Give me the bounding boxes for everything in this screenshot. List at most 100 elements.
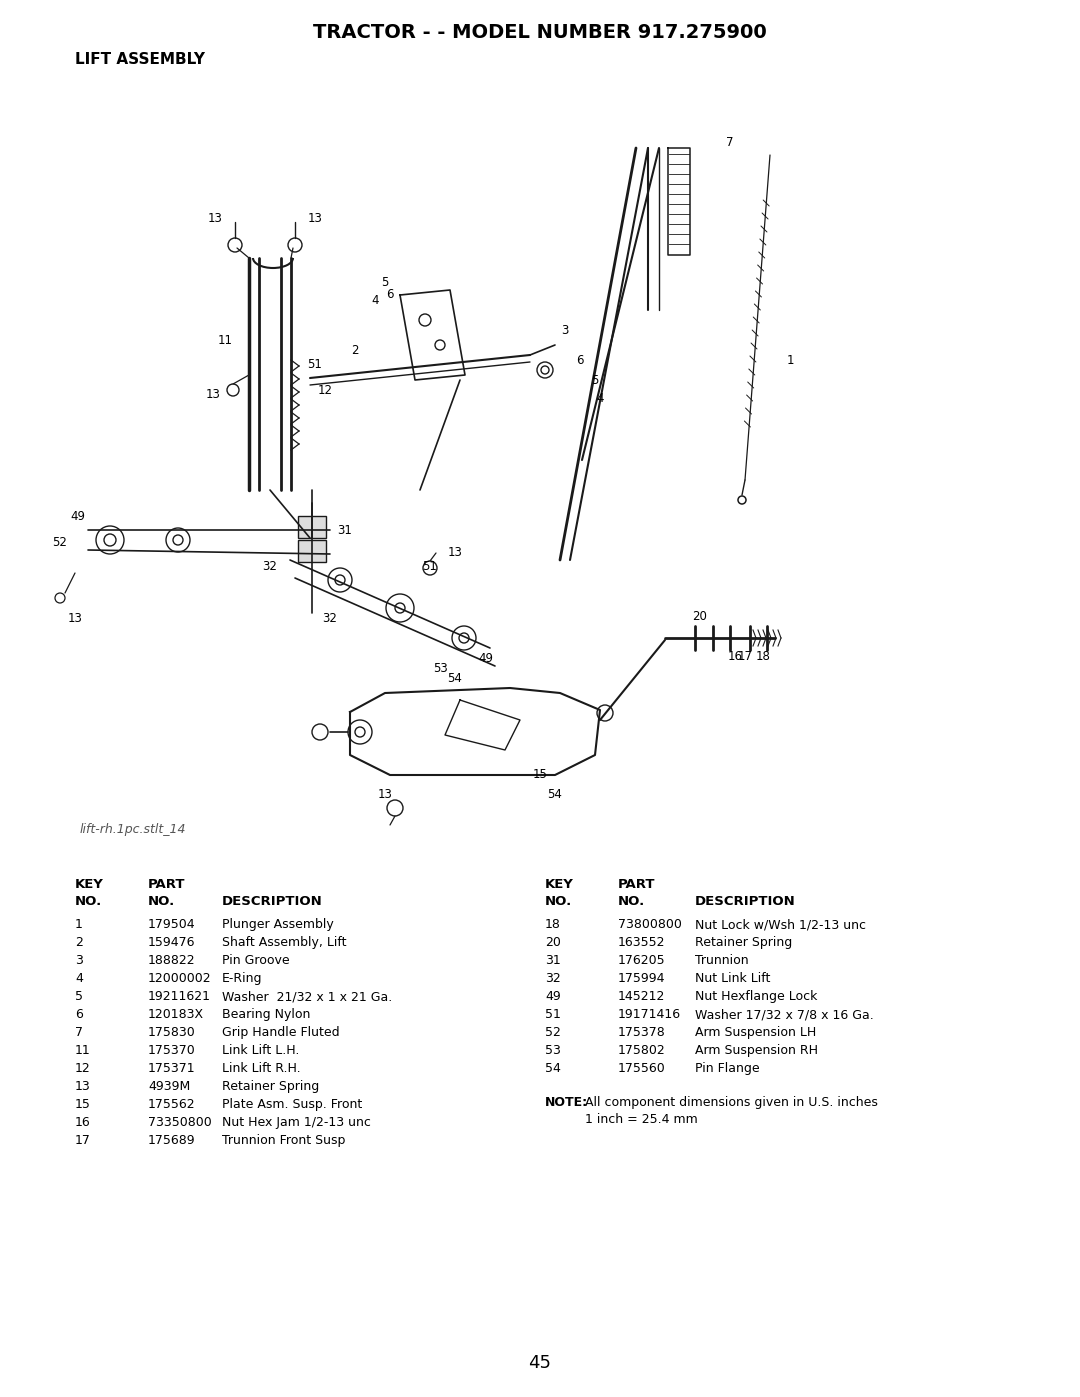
Text: 53: 53 [433, 662, 447, 675]
Text: 5: 5 [381, 275, 389, 289]
Text: Link Lift L.H.: Link Lift L.H. [222, 1044, 299, 1058]
Text: TRACTOR - - MODEL NUMBER 917.275900: TRACTOR - - MODEL NUMBER 917.275900 [313, 22, 767, 42]
Bar [298, 541, 326, 562]
Text: 16: 16 [75, 1116, 91, 1129]
Text: 13: 13 [447, 545, 462, 559]
Text: Link Lift R.H.: Link Lift R.H. [222, 1062, 300, 1076]
Text: NO.: NO. [148, 895, 175, 908]
Text: 11: 11 [75, 1044, 91, 1058]
Text: 3: 3 [75, 954, 83, 967]
Text: 32: 32 [323, 612, 337, 624]
Text: 16: 16 [728, 650, 743, 662]
Text: 175562: 175562 [148, 1098, 195, 1111]
Text: 12: 12 [318, 384, 333, 397]
Text: 2: 2 [351, 344, 359, 356]
Text: Plate Asm. Susp. Front: Plate Asm. Susp. Front [222, 1098, 362, 1111]
Text: Arm Suspension LH: Arm Suspension LH [696, 1025, 816, 1039]
Text: 5: 5 [592, 373, 598, 387]
Text: 4: 4 [596, 391, 604, 405]
Text: 12: 12 [75, 1062, 91, 1076]
Text: 4939M: 4939M [148, 1080, 190, 1092]
Text: Plunger Assembly: Plunger Assembly [222, 918, 334, 930]
Text: 15: 15 [532, 768, 548, 781]
Text: 1 inch = 25.4 mm: 1 inch = 25.4 mm [585, 1113, 698, 1126]
Text: 120183X: 120183X [148, 1009, 204, 1021]
Text: 19171416: 19171416 [618, 1009, 681, 1021]
Text: DESCRIPTION: DESCRIPTION [222, 895, 323, 908]
Text: 179504: 179504 [148, 918, 195, 930]
Text: Nut Hexflange Lock: Nut Hexflange Lock [696, 990, 818, 1003]
Text: 73350800: 73350800 [148, 1116, 212, 1129]
Text: 54: 54 [548, 788, 563, 802]
Text: 51: 51 [545, 1009, 561, 1021]
Text: 175830: 175830 [148, 1025, 195, 1039]
Text: 12000002: 12000002 [148, 972, 212, 985]
Text: 51: 51 [308, 359, 323, 372]
Text: 175994: 175994 [618, 972, 665, 985]
Text: 49: 49 [545, 990, 561, 1003]
Text: 31: 31 [338, 524, 352, 536]
Text: 175689: 175689 [148, 1134, 195, 1147]
Text: 175802: 175802 [618, 1044, 665, 1058]
Text: 17: 17 [75, 1134, 91, 1147]
Text: 13: 13 [207, 211, 222, 225]
Text: DESCRIPTION: DESCRIPTION [696, 895, 796, 908]
Text: Bearing Nylon: Bearing Nylon [222, 1009, 310, 1021]
Text: E-Ring: E-Ring [222, 972, 262, 985]
Text: 52: 52 [545, 1025, 561, 1039]
Text: PART: PART [618, 877, 656, 891]
Text: 6: 6 [387, 289, 394, 302]
Text: 159476: 159476 [148, 936, 195, 949]
Text: Nut Hex Jam 1/2-13 unc: Nut Hex Jam 1/2-13 unc [222, 1116, 370, 1129]
Text: 145212: 145212 [618, 990, 665, 1003]
Text: 7: 7 [75, 1025, 83, 1039]
Text: 175378: 175378 [618, 1025, 665, 1039]
Text: 45: 45 [528, 1354, 552, 1372]
Text: KEY: KEY [545, 877, 573, 891]
Text: 163552: 163552 [618, 936, 665, 949]
Text: KEY: KEY [75, 877, 104, 891]
Text: 175560: 175560 [618, 1062, 665, 1076]
Text: 188822: 188822 [148, 954, 195, 967]
Text: 13: 13 [205, 388, 220, 401]
Text: 18: 18 [756, 650, 770, 662]
Text: 11: 11 [217, 334, 232, 346]
Text: 73800800: 73800800 [618, 918, 681, 930]
Text: Retainer Spring: Retainer Spring [696, 936, 793, 949]
Text: 54: 54 [447, 672, 462, 685]
Text: Nut Link Lift: Nut Link Lift [696, 972, 770, 985]
Text: 13: 13 [68, 612, 82, 624]
Text: NO.: NO. [75, 895, 103, 908]
Text: 15: 15 [75, 1098, 91, 1111]
Text: 4: 4 [75, 972, 83, 985]
Text: 32: 32 [545, 972, 561, 985]
Text: 7: 7 [726, 137, 733, 149]
Text: 13: 13 [308, 211, 323, 225]
Text: 52: 52 [53, 536, 67, 549]
Text: Grip Handle Fluted: Grip Handle Fluted [222, 1025, 339, 1039]
Text: Washer  21/32 x 1 x 21 Ga.: Washer 21/32 x 1 x 21 Ga. [222, 990, 392, 1003]
Text: NO.: NO. [545, 895, 572, 908]
Text: PART: PART [148, 877, 186, 891]
Text: Pin Groove: Pin Groove [222, 954, 289, 967]
Text: 175371: 175371 [148, 1062, 195, 1076]
Text: 1: 1 [786, 353, 794, 366]
Text: 175370: 175370 [148, 1044, 195, 1058]
Text: 51: 51 [422, 560, 437, 573]
Text: Shaft Assembly, Lift: Shaft Assembly, Lift [222, 936, 347, 949]
Text: Washer 17/32 x 7/8 x 16 Ga.: Washer 17/32 x 7/8 x 16 Ga. [696, 1009, 874, 1021]
Text: 5: 5 [75, 990, 83, 1003]
Text: Trunnion Front Susp: Trunnion Front Susp [222, 1134, 346, 1147]
Text: Trunnion: Trunnion [696, 954, 748, 967]
Text: 2: 2 [75, 936, 83, 949]
Text: Retainer Spring: Retainer Spring [222, 1080, 320, 1092]
Text: 49: 49 [70, 510, 85, 522]
Text: NO.: NO. [618, 895, 645, 908]
Text: All component dimensions given in U.S. inches: All component dimensions given in U.S. i… [585, 1097, 878, 1109]
Text: 18: 18 [545, 918, 561, 930]
Text: 17: 17 [738, 650, 753, 662]
Text: 176205: 176205 [618, 954, 665, 967]
Text: Pin Flange: Pin Flange [696, 1062, 759, 1076]
Text: 32: 32 [262, 560, 278, 573]
Text: 13: 13 [378, 788, 392, 802]
